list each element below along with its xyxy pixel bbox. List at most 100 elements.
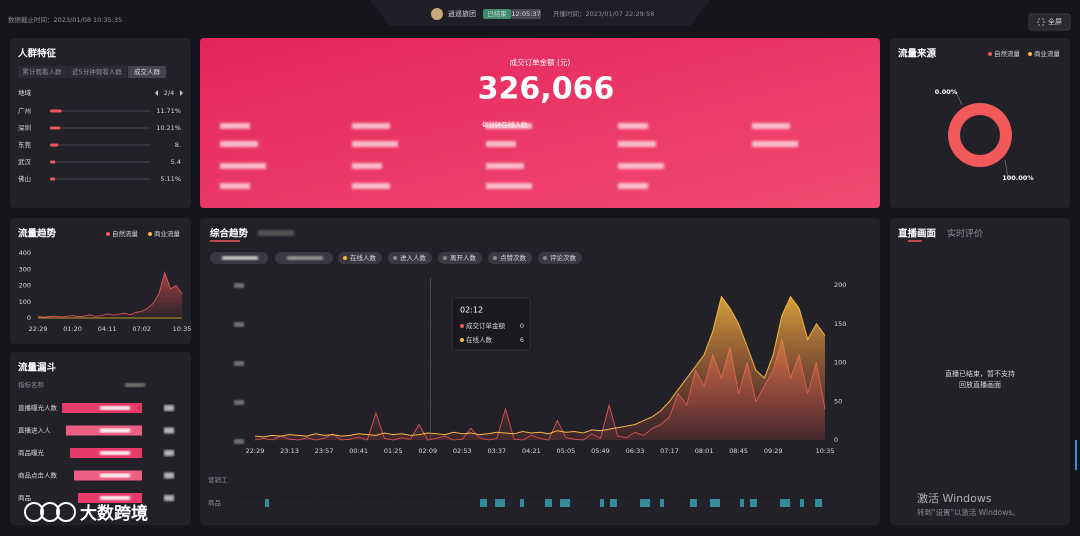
track-label: 商品 [208,498,221,507]
tooltip [451,297,531,351]
blurred [618,141,656,147]
legend-label: 点赞次数 [500,253,527,262]
x-tick-label: 00:41 [349,447,368,455]
legend-chip[interactable] [538,252,582,264]
legend-dot [148,232,152,236]
sales-title: 成交订单金额 (元) [510,57,571,67]
x-tick-label: 10:35 [816,447,835,455]
panel-title: 综合趋势 [210,228,249,240]
blurred [220,141,258,147]
live-tab[interactable]: 直播画面 [898,228,937,240]
region-track [50,178,150,180]
live-tab[interactable]: 实时评价 [947,228,983,240]
blurred [100,406,130,410]
track-block [560,499,570,507]
x-tick-label: 07:02 [132,325,151,333]
region-track [50,110,150,112]
tab-active[interactable] [128,66,166,78]
legend-dot [493,256,497,260]
legend-label: 商业流量 [1034,49,1061,58]
tab-label: 累计观看人群 [23,67,63,76]
x-tick-label: 08:01 [695,447,714,455]
funnel-label: 商品 [18,493,31,502]
pager-arrows[interactable] [155,90,183,96]
region-bar [50,109,62,113]
x-tick-label: 22:29 [246,447,265,455]
x-tick-label: 10:35 [173,325,192,333]
live-message: 回放直播画面 [959,380,1001,389]
tooltip-name: 成交订单金额 [466,321,506,330]
tooltip-value: 6 [520,336,524,344]
y-tick-label: 300 [19,265,31,273]
legend-label: 商业流量 [154,229,181,238]
x-tick-label: 05:05 [557,447,576,455]
legend-chip[interactable] [388,252,432,264]
blurred [618,183,648,189]
blurred [486,163,524,169]
live-message: 直播已结束，暂不支持 [945,369,1015,378]
x-tick-label: 04:11 [98,325,117,333]
series-line [37,271,183,318]
series-area [38,272,182,318]
track-block [610,499,617,507]
duration-badge [511,9,541,19]
region-bar [50,160,56,164]
tab-label: 成交人群 [134,67,161,76]
sales-amount: 326,066 [478,72,615,107]
blurred-tick [234,283,244,288]
tab[interactable] [68,66,127,78]
legend-chip[interactable] [438,252,482,264]
blurred [618,163,664,169]
series-line [254,295,826,438]
logo [24,502,76,522]
tooltip-dot [460,338,464,342]
panel-title: 流量来源 [898,48,937,60]
region-bar [50,143,59,147]
track-label: 营销工 [208,475,228,484]
legend-dot [393,256,397,260]
blurred [220,123,250,129]
blurred [618,123,648,129]
region-name: 广州 [18,106,31,115]
fullscreen-icon [1037,18,1045,26]
track-block [640,499,650,507]
fullscreen-button[interactable] [1028,13,1071,31]
watermark-title: 激活 Windows [917,491,992,505]
legend-dot [343,256,347,260]
legend-label: 进入人数 [400,253,427,262]
legend-chip[interactable] [488,252,532,264]
region-track [50,127,150,129]
x-tick-label: 01:25 [384,447,403,455]
blurred-tick [234,361,244,366]
blurred [164,495,174,501]
track-block [265,499,269,507]
region-value: 5.4 [171,158,181,166]
blurred [486,141,516,147]
leader-line [955,91,963,106]
panel [890,38,1070,208]
panel-title: 流量漏斗 [18,362,57,374]
blurred [352,141,398,147]
region-value: 8. [175,141,181,149]
blurred [752,123,790,129]
tooltip-name: 在线人数 [466,335,493,344]
funnel-label: 直播曝光人数 [18,403,58,412]
x-tick-label: 02:53 [453,447,472,455]
legend-chip[interactable] [338,252,382,264]
blurred [258,230,294,236]
x-tick-label: 06:33 [626,447,645,455]
cutoff-time: 数据截止时间：2023/01/08 10:35:35 [8,15,122,24]
y-tick-label: 0 [834,436,838,444]
series-area [255,296,825,440]
tab[interactable] [18,66,67,78]
blurred [164,472,174,479]
pager: 2/4 [164,89,174,97]
region-name: 东莞 [18,140,32,149]
y-tick-label: 0 [27,314,31,322]
y-tick-label: 200 [19,282,31,290]
region-value: 11.71% [156,107,181,115]
blurred [164,427,174,434]
funnel-label: 直播进入人 [18,426,51,435]
legend-label: 离开人数 [450,253,477,262]
